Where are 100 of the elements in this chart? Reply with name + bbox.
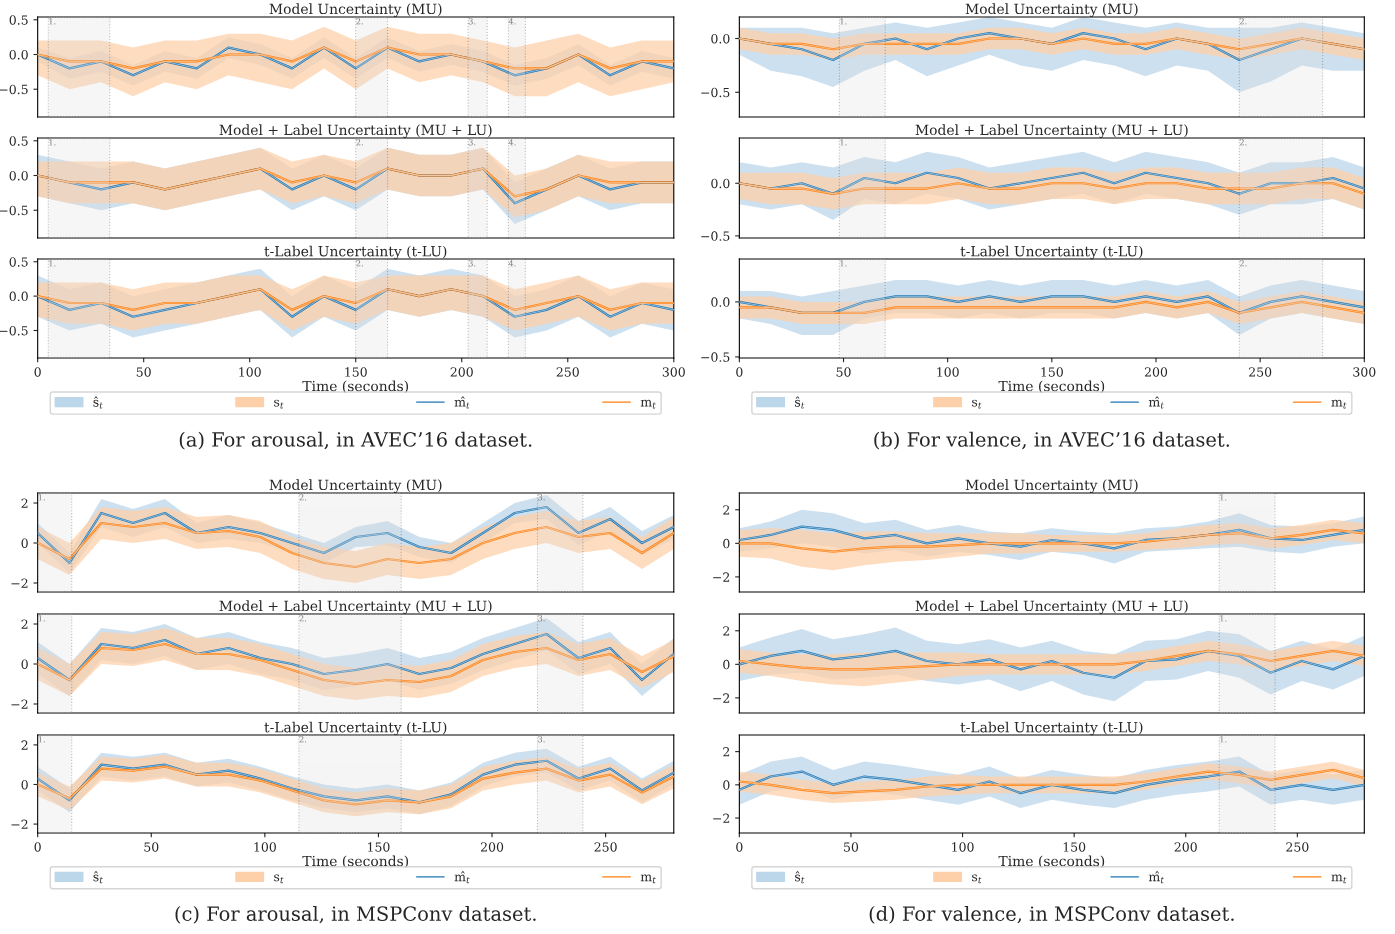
legend-label: ŝ$_{t}$ bbox=[93, 871, 103, 884]
band-label: 1. bbox=[1220, 494, 1227, 501]
band-label: 2. bbox=[1239, 139, 1247, 146]
y-tick-label: −2 bbox=[11, 699, 28, 709]
legend-label: ŝ$_{t}$ bbox=[795, 871, 805, 884]
chart-title: Model Uncertainty (MU) bbox=[269, 3, 442, 17]
y-tick-label: 0 bbox=[21, 659, 28, 669]
legend-label: m$_{t}$ bbox=[640, 874, 656, 884]
y-tick-label: −2 bbox=[713, 572, 730, 582]
chart-title: t-Label Uncertainty (t-LU) bbox=[264, 721, 447, 736]
chart-title: Model Uncertainty (MU) bbox=[269, 479, 442, 493]
band-label: 3. bbox=[468, 18, 476, 25]
y-tick-label: 0.0 bbox=[9, 291, 28, 302]
x-tick-label: 250 bbox=[1249, 367, 1272, 377]
legend-label: s$_{t}$ bbox=[274, 874, 284, 884]
x-tick-label: 250 bbox=[556, 367, 579, 377]
x-axis-title: Time (seconds) bbox=[998, 855, 1105, 869]
band-label: 3. bbox=[468, 260, 476, 267]
x-tick-label: 50 bbox=[836, 367, 851, 377]
text: (b) For valence, in AVEC’16 dataset. bbox=[874, 431, 1230, 450]
band-label: 1. bbox=[38, 494, 45, 501]
band-label: 2. bbox=[299, 736, 307, 743]
y-tick-label: −2 bbox=[11, 578, 28, 588]
x-axis-title: Time (seconds) bbox=[998, 380, 1105, 394]
x-tick-label: 0 bbox=[736, 842, 743, 852]
band-label: 2. bbox=[356, 260, 363, 267]
x-tick-label: 150 bbox=[1063, 842, 1086, 852]
x-tick-label: 200 bbox=[480, 842, 504, 852]
band-label: 2. bbox=[1239, 18, 1247, 25]
x-tick-label: 250 bbox=[1286, 842, 1309, 852]
chart-title: t-Label Uncertainty (t-LU) bbox=[960, 721, 1143, 736]
y-tick-label: 0.5 bbox=[9, 136, 28, 146]
x-axis-title: Time (seconds) bbox=[302, 855, 409, 869]
y-tick-label: −2 bbox=[713, 813, 730, 823]
x-tick-label: 250 bbox=[594, 842, 617, 852]
y-tick-label: −2 bbox=[713, 693, 730, 703]
band-label: 2. bbox=[356, 18, 363, 25]
band-label: 4. bbox=[508, 260, 516, 267]
legend-label: s$_{t}$ bbox=[972, 399, 982, 409]
band-label: 1. bbox=[840, 18, 847, 25]
y-tick-label: −2 bbox=[11, 819, 28, 829]
y-tick-label: 2 bbox=[21, 740, 28, 750]
band-label: 1. bbox=[49, 18, 56, 25]
legend-label: ŝ$_{t}$ bbox=[93, 396, 103, 409]
band-label: 1. bbox=[49, 260, 56, 267]
chart-title: Model + Label Uncertainty (MU + LU) bbox=[915, 124, 1188, 138]
y-tick-label: 0 bbox=[723, 659, 730, 670]
band-label: 1. bbox=[38, 615, 45, 622]
band-label: 2. bbox=[1239, 260, 1247, 267]
legend-label: m̂$_{t}$ bbox=[1148, 871, 1164, 884]
y-tick-label: −0.5 bbox=[701, 231, 730, 241]
y-tick-label: −0.5 bbox=[0, 84, 28, 95]
y-tick-label: −0.5 bbox=[0, 205, 28, 216]
y-tick-label: 0.0 bbox=[711, 178, 730, 189]
y-tick-label: 2 bbox=[21, 619, 28, 629]
band-label: 1. bbox=[38, 736, 45, 743]
y-tick-label: 2 bbox=[723, 505, 730, 515]
band-label: 1. bbox=[840, 260, 847, 267]
x-tick-label: 150 bbox=[368, 842, 390, 852]
y-tick-label: 0.5 bbox=[9, 257, 28, 267]
chart-title: t-Label Uncertainty (t-LU) bbox=[960, 245, 1143, 260]
band-label: 3. bbox=[538, 494, 545, 501]
legend-label: m̂$_{t}$ bbox=[454, 396, 470, 409]
band-label: 2. bbox=[299, 494, 307, 501]
x-tick-label: 100 bbox=[239, 367, 261, 377]
legend-label: m$_{t}$ bbox=[640, 399, 656, 409]
band-label: 3. bbox=[538, 736, 545, 743]
x-tick-label: 150 bbox=[345, 367, 367, 377]
x-tick-label: 50 bbox=[844, 842, 859, 852]
x-tick-label: 100 bbox=[937, 367, 959, 377]
chart-title: Model + Label Uncertainty (MU + LU) bbox=[219, 124, 492, 138]
chart-title: t-Label Uncertainty (t-LU) bbox=[264, 245, 447, 260]
chart-title: Model + Label Uncertainty (MU + LU) bbox=[219, 600, 492, 614]
x-tick-label: 100 bbox=[254, 842, 276, 852]
y-tick-label: 2 bbox=[723, 747, 730, 757]
y-tick-label: 2 bbox=[723, 626, 730, 636]
band-label: 3. bbox=[468, 139, 476, 146]
y-tick-label: 0 bbox=[723, 780, 730, 790]
x-tick-label: 300 bbox=[662, 367, 685, 377]
y-tick-label: 0 bbox=[21, 538, 28, 548]
x-tick-label: 300 bbox=[1353, 367, 1376, 377]
x-tick-label: 200 bbox=[1174, 842, 1197, 852]
chart-title: Model + Label Uncertainty (MU + LU) bbox=[915, 600, 1188, 614]
chart-title: Model Uncertainty (MU) bbox=[965, 3, 1138, 17]
legend-label: s$_{t}$ bbox=[274, 399, 284, 409]
x-tick-label: 100 bbox=[952, 842, 974, 852]
x-tick-label: 50 bbox=[144, 842, 159, 852]
y-tick-label: 2 bbox=[21, 498, 28, 508]
y-tick-label: 0.0 bbox=[9, 49, 28, 60]
legend-label: m$_{t}$ bbox=[1331, 399, 1347, 409]
x-tick-label: 0 bbox=[34, 367, 41, 377]
legend-label: m̂$_{t}$ bbox=[454, 871, 470, 884]
legend-label: ŝ$_{t}$ bbox=[795, 396, 805, 409]
y-tick-label: 0 bbox=[21, 779, 28, 790]
chart-title: Model Uncertainty (MU) bbox=[965, 479, 1138, 493]
y-tick-label: −0.5 bbox=[701, 352, 730, 362]
y-tick-label: −0.5 bbox=[701, 87, 730, 98]
y-tick-label: −0.5 bbox=[0, 325, 28, 336]
band-label: 1. bbox=[1220, 736, 1227, 743]
band-label: 4. bbox=[508, 139, 516, 146]
